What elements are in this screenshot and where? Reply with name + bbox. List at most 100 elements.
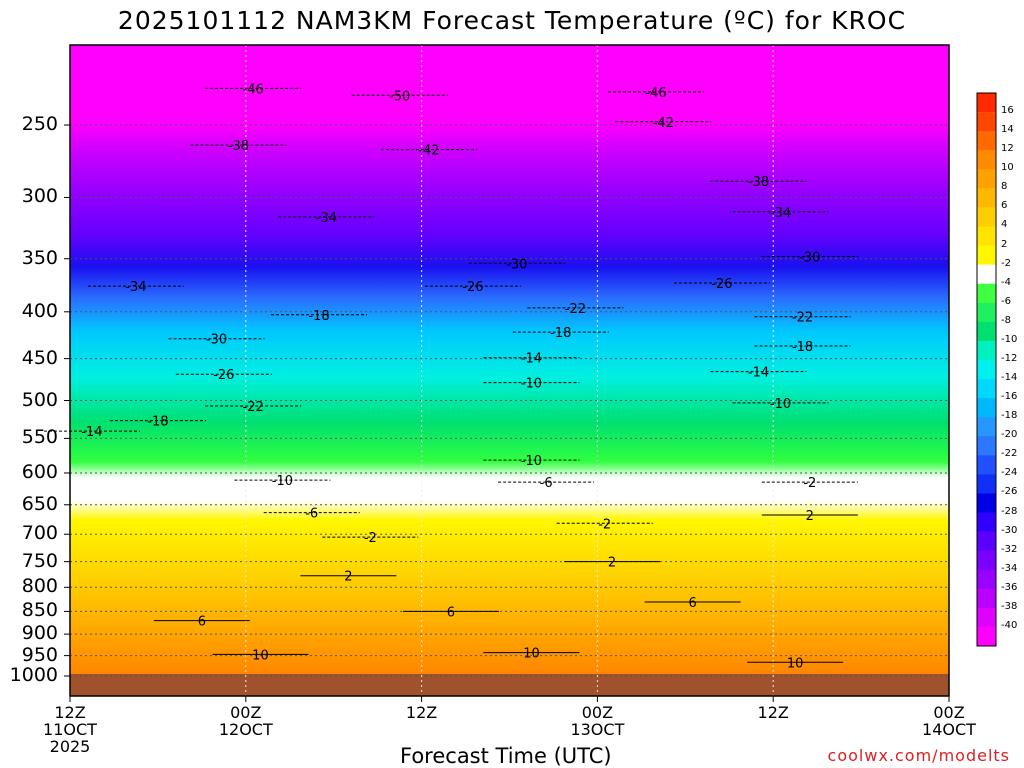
isotherm-label-text: -14 <box>748 366 769 381</box>
isotherm-label: -10 <box>483 377 580 392</box>
isotherm-label: -30 <box>761 250 858 265</box>
isotherm-label-text: 10 <box>252 648 269 663</box>
isotherm-label-text: -10 <box>272 474 293 489</box>
isotherm-label: -6 <box>263 507 360 522</box>
colorbar-label: -6 <box>1001 295 1011 307</box>
colorbar-cell <box>977 150 996 170</box>
isotherm-label: 6 <box>644 596 741 611</box>
isotherm-label: -50 <box>351 89 448 104</box>
isotherm-label-text: -34 <box>316 211 337 226</box>
colorbar-label: -28 <box>1001 505 1018 517</box>
isotherm-label: -34 <box>732 206 829 221</box>
x-tick-label-line3: 2025 <box>49 737 91 756</box>
colorbar-cell <box>977 493 996 514</box>
isotherm-label: -30 <box>168 333 265 348</box>
isotherm-label: -22 <box>754 311 851 326</box>
x-tick-label: 12Z 11OCT 2025 <box>30 704 110 755</box>
isotherm-label: -46 <box>205 82 302 97</box>
isotherm-label: -2 <box>761 476 858 491</box>
isotherm-label-text: -18 <box>147 415 168 430</box>
isotherm-label-text: -30 <box>506 257 527 272</box>
isotherm-label-text: 10 <box>787 656 804 671</box>
colorbar-cell <box>977 569 996 590</box>
colorbar-cell <box>977 245 996 266</box>
isotherm-label: -42 <box>380 144 477 159</box>
isotherm-label: -38 <box>190 139 287 154</box>
x-tick-label: 00Z 12OCT <box>206 704 286 755</box>
y-tick-label: 300 <box>21 185 58 208</box>
colorbar-cell <box>977 112 996 132</box>
y-tick-label: 350 <box>21 246 58 269</box>
isotherm-label-text: -46 <box>645 86 666 101</box>
temperature-field <box>70 45 949 696</box>
colorbar-label: -14 <box>1001 372 1018 384</box>
isotherm-label-text: 2 <box>344 570 352 585</box>
isotherm-label: -26 <box>424 280 521 295</box>
colorbar-cell <box>977 340 996 361</box>
y-tick-label: 750 <box>21 549 58 572</box>
isotherm-label: -2 <box>322 531 419 546</box>
isotherm-label-text: -10 <box>770 397 791 412</box>
colorbar-cell <box>977 264 996 285</box>
isotherm-label: -22 <box>527 302 624 317</box>
isotherm-label-text: -38 <box>748 175 769 190</box>
isotherm-label: -22 <box>205 400 302 415</box>
colorbar-cell <box>977 607 996 628</box>
colorbar-label: -16 <box>1001 391 1018 403</box>
isotherm-label-text: -10 <box>521 377 542 392</box>
isotherm-label: -18 <box>512 326 609 341</box>
isotherm-labels: -46 -50 -46-42-42-38-38-34 -34-30 -30-34 -26-… <box>43 82 858 671</box>
colorbar-cell <box>977 93 996 113</box>
colorbar-label: -26 <box>1001 486 1018 498</box>
x-tick-label-line3 <box>733 738 813 755</box>
isotherm-label-text: -34 <box>770 206 791 221</box>
isotherm-label: -26 <box>175 368 272 383</box>
colorbar-cell <box>977 379 996 399</box>
isotherm-label-text: -26 <box>213 368 234 383</box>
isotherm-label: 10 <box>747 656 844 671</box>
y-tick-label: 900 <box>21 622 58 645</box>
colorbar-label: 8 <box>1001 181 1008 193</box>
x-tick-label: 00Z 14OCT <box>909 704 989 755</box>
isotherm-label-text: -18 <box>792 340 813 355</box>
isotherm-label: -14 <box>483 352 580 367</box>
isotherm-label: -46 <box>608 86 704 101</box>
isotherm-label: -26 <box>673 277 770 292</box>
colorbar-cell <box>977 131 996 151</box>
isotherm-label-text: -18 <box>308 309 329 324</box>
y-tick-label: 850 <box>21 599 58 622</box>
isotherm-label-text: -18 <box>550 326 571 341</box>
colorbar-label: -4 <box>1001 276 1011 288</box>
isotherm-label-text: 2 <box>608 556 616 571</box>
isotherm-label: 10 <box>212 648 309 663</box>
isotherm-label-text: -22 <box>243 400 264 415</box>
isotherm-label-text: -42 <box>418 144 439 159</box>
colorbar-cell <box>977 474 996 494</box>
grid-lines <box>64 45 950 702</box>
isotherm-label-text: -10 <box>521 454 542 469</box>
y-tick-label: 1000 <box>9 664 58 686</box>
colorbar-cell <box>977 321 996 342</box>
isotherm-label: 2 <box>761 509 858 524</box>
x-tick-label-line2 <box>382 721 462 738</box>
isotherm-label-text: -22 <box>565 302 586 317</box>
isotherm-label: -10 <box>483 454 580 469</box>
isotherm-label-text: -26 <box>462 280 483 295</box>
colorbar-label: -8 <box>1001 314 1011 326</box>
source-credit: coolwx.com/modelts <box>827 746 1010 765</box>
isotherm-label-text: -6 <box>305 507 318 522</box>
y-tick-label: 550 <box>21 426 58 449</box>
x-tick-label-line1: 00Z <box>230 703 262 722</box>
isotherm-label: -18 <box>109 415 206 430</box>
colorbar-cell <box>977 588 996 609</box>
isotherm-label: 2 <box>564 556 661 571</box>
colorbar-label: -2 <box>1001 257 1011 269</box>
y-tick-label: 400 <box>21 299 58 322</box>
isotherm-label: -30 <box>468 257 565 272</box>
isotherm-label: -10 <box>732 397 829 412</box>
isotherm-label: -34 <box>87 280 184 295</box>
colorbar-label: -10 <box>1001 333 1018 345</box>
isotherm-label: -18 <box>754 340 851 355</box>
x-tick-label-line1: 12Z <box>405 703 438 722</box>
isotherm-label-text: -6 <box>540 476 553 491</box>
